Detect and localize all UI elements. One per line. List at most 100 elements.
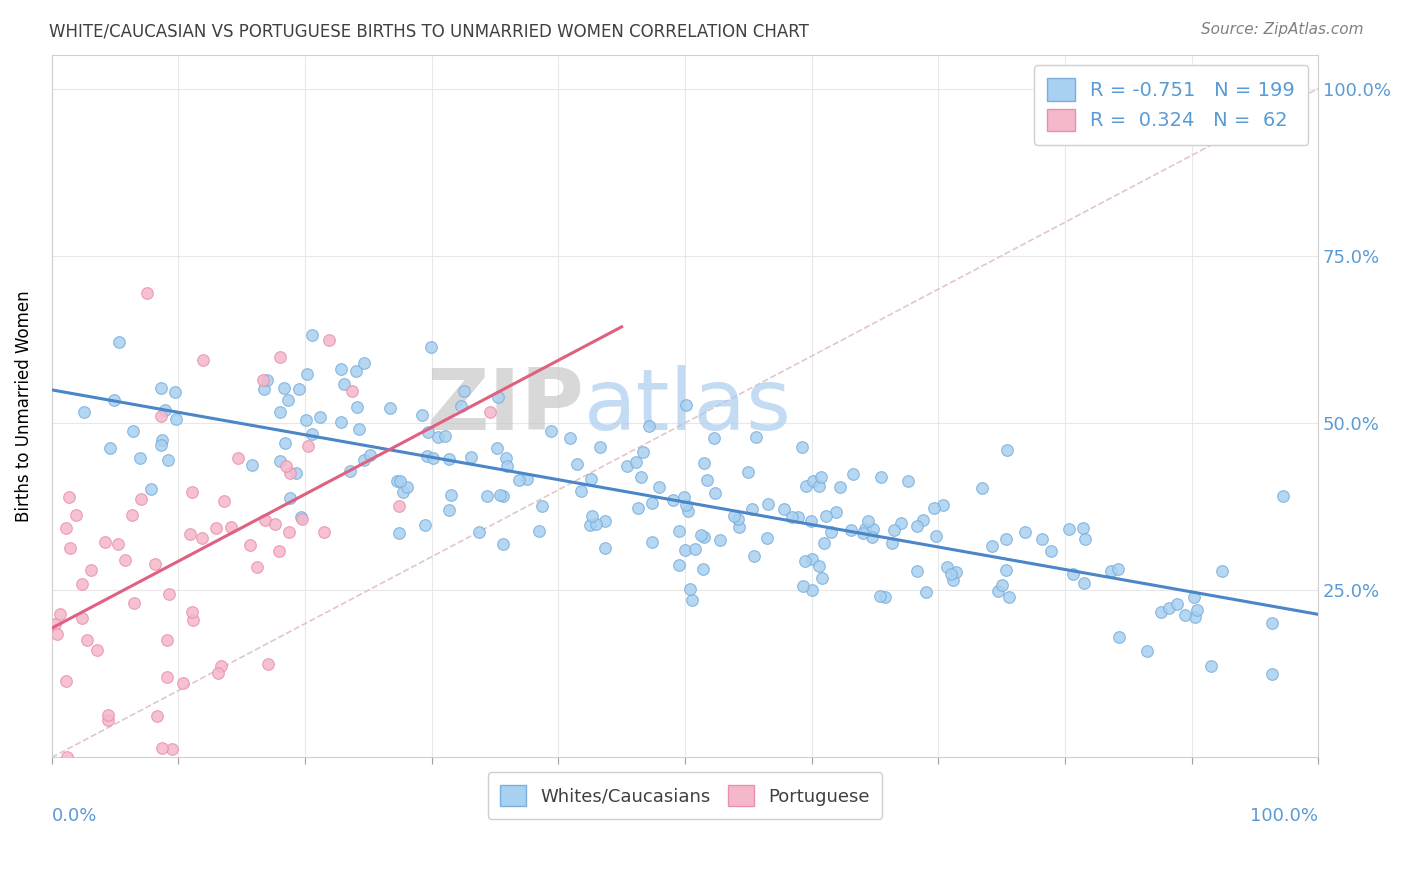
Point [693,530,716,544]
Point [94,535,117,549]
Point [668,558,690,573]
Point [301,427,323,442]
Point [641,534,664,549]
Point [941,566,963,581]
Point [811,571,834,585]
Text: 100.0%: 100.0% [1250,806,1319,824]
Point [433,428,456,442]
Point [65,508,87,522]
Point [339,464,361,478]
Point [569,484,592,499]
Point [143,558,166,572]
Point [359,448,381,462]
Point [264,516,287,531]
Point [269,350,291,364]
Point [149,438,172,452]
Point [70,611,93,625]
Point [150,409,173,424]
Point [593,514,616,528]
Point [284,466,307,480]
Text: atlas: atlas [583,365,792,448]
Point [941,573,963,587]
Point [883,523,905,537]
Point [156,670,179,684]
Point [256,373,278,387]
Point [631,445,654,459]
Point [165,411,187,425]
Point [415,517,437,532]
Point [675,499,697,513]
Point [416,425,439,439]
Point [353,356,375,370]
Point [46,627,69,641]
Point [807,479,830,493]
Point [396,480,419,494]
Point [267,544,290,558]
Point [661,493,683,508]
Point [905,564,928,578]
Point [780,509,803,524]
Point [59,541,82,555]
Point [516,472,538,486]
Point [391,484,413,499]
Point [1271,488,1294,502]
Point [593,541,616,556]
Point [44,617,66,632]
Point [578,517,600,532]
Point [630,470,652,484]
Point [211,658,233,673]
Point [139,482,162,496]
Point [925,529,948,543]
Point [353,453,375,467]
Point [1031,532,1053,546]
Point [693,456,716,470]
Point [567,457,589,471]
Point [411,409,433,423]
Point [495,451,517,466]
Point [853,523,876,537]
Point [787,509,810,524]
Point [696,474,718,488]
Point [157,453,180,467]
Point [813,535,835,549]
Point [1107,562,1129,576]
Point [790,440,813,454]
Point [181,613,204,627]
Y-axis label: Births to Unmarried Women: Births to Unmarried Women [15,291,32,522]
Point [254,513,277,527]
Point [55,521,77,535]
Point [150,740,173,755]
Point [756,497,779,511]
Legend: Whites/Caucasians, Portuguese: Whites/Caucasians, Portuguese [488,772,882,819]
Point [290,509,312,524]
Point [346,401,368,415]
Point [291,512,314,526]
Point [814,508,837,523]
Point [820,525,842,540]
Point [897,474,920,488]
Point [741,502,763,516]
Point [58,490,80,504]
Point [1199,658,1222,673]
Point [240,458,263,472]
Point [824,504,846,518]
Point [828,479,851,493]
Text: 0.0%: 0.0% [52,806,97,824]
Point [723,509,745,524]
Point [998,591,1021,605]
Point [489,488,512,502]
Point [163,384,186,399]
Point [745,430,768,444]
Point [1074,532,1097,546]
Point [73,405,96,419]
Point [246,560,269,574]
Point [312,524,335,539]
Point [1182,590,1205,604]
Point [347,422,370,436]
Point [330,361,353,376]
Point [269,405,291,419]
Point [55,674,77,689]
Point [301,327,323,342]
Point [253,382,276,396]
Point [624,454,647,468]
